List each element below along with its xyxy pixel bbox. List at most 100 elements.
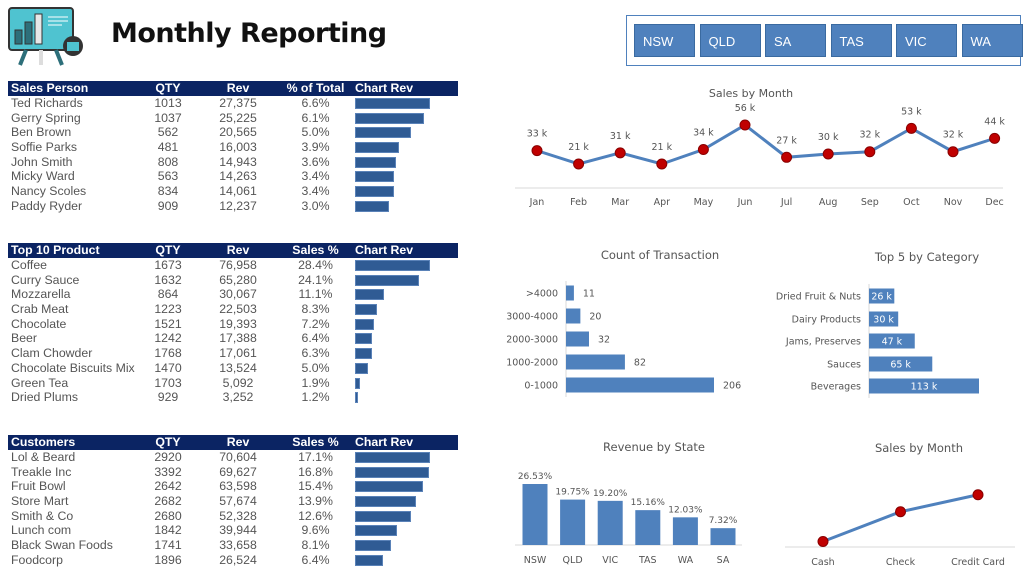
row-rev: 76,958: [219, 258, 257, 272]
table-row: Fruit Bowl 2642 63,598 15.4%: [8, 479, 458, 494]
data-label: 56 k: [735, 103, 756, 114]
data-label: 113 k: [911, 382, 938, 393]
slicer-button-tas[interactable]: TAS: [830, 24, 892, 57]
data-label: 47 k: [882, 337, 903, 348]
row-qty: 834: [157, 184, 179, 199]
x-tick-label: Jun: [737, 197, 753, 208]
table-row: Ted Richards 1013 27,375 6.6%: [8, 96, 458, 111]
column-header: Rev: [226, 243, 250, 257]
row-qty: 3392: [154, 464, 182, 479]
y-tick-label: >4000: [526, 289, 558, 300]
column-header: Rev: [226, 81, 250, 95]
row-name: Green Tea: [11, 375, 69, 390]
data-point: [822, 148, 834, 160]
row-name: John Smith: [11, 154, 73, 169]
row-rev: 20,565: [219, 125, 257, 140]
column-header: Customers: [11, 435, 76, 449]
row-rev: 14,061: [219, 184, 257, 199]
series-line: [536, 123, 996, 166]
row-name: Curry Sauce: [11, 272, 80, 287]
page-title: Monthly Reporting: [111, 18, 387, 49]
x-tick-label: QLD: [563, 555, 583, 566]
table-row: Black Swan Foods 1741 33,658 8.1%: [8, 538, 458, 553]
y-tick-label: 0-1000: [524, 381, 558, 392]
row-pct: 3.9%: [301, 140, 330, 155]
data-label: 15.16%: [631, 498, 666, 508]
rev-databar: [355, 392, 359, 404]
row-name: Ted Richards: [11, 96, 83, 110]
y-tick-label: Jams, Preserves: [785, 337, 861, 348]
x-tick-label: TAS: [638, 555, 657, 566]
row-rev: 26,524: [219, 552, 257, 567]
x-tick-label: Apr: [654, 197, 671, 208]
data-label: 34 k: [693, 128, 714, 139]
x-tick-label: SA: [717, 555, 730, 566]
row-rev: 19,393: [219, 316, 257, 331]
table-row: Coffee 1673 76,958 28.4%: [8, 258, 458, 273]
row-pct: 1.9%: [301, 375, 330, 390]
row-rev: 17,061: [219, 346, 257, 361]
x-tick-label: Oct: [903, 197, 920, 208]
row-qty: 1896: [154, 552, 182, 567]
row-pct: 5.0%: [301, 360, 330, 375]
rev-databar: [355, 289, 385, 301]
column-header: QTY: [155, 435, 181, 449]
row-pct: 5.0%: [301, 125, 330, 140]
row-name: Ben Brown: [11, 125, 72, 140]
x-tick-label: Dec: [985, 197, 1003, 208]
table-row: Treakle Inc 3392 69,627 16.8%: [8, 465, 458, 480]
table-row: Chocolate 1521 19,393 7.2%: [8, 317, 458, 332]
column-header: Top 10 Product: [11, 243, 100, 257]
row-pct: 8.3%: [301, 302, 330, 317]
rev-databar: [355, 525, 398, 537]
slicer-button-qld[interactable]: QLD: [699, 24, 761, 57]
x-tick-label: Credit Card: [951, 557, 1005, 568]
rev-databar: [355, 186, 394, 198]
data-label: 11: [583, 289, 595, 300]
data-label: 82: [634, 358, 646, 369]
bar: [869, 378, 979, 394]
table-row: Mozzarella 864 30,067 11.1%: [8, 287, 458, 302]
x-tick-label: Feb: [570, 197, 587, 208]
y-tick-label: Dairy Products: [792, 315, 861, 326]
row-name: Black Swan Foods: [11, 538, 113, 553]
row-pct: 6.6%: [301, 96, 330, 110]
slicer-button-wa[interactable]: WA: [961, 24, 1023, 57]
row-pct: 1.2%: [301, 390, 330, 405]
row-qty: 1037: [154, 110, 182, 125]
sales-person-table: Sales Person QTY Rev% of Total Chart Rev Ted…: [8, 81, 458, 214]
rev-databar: [355, 112, 425, 124]
table-row: Smith & Co 2680 52,328 12.6%: [8, 509, 458, 524]
bar: [566, 354, 625, 370]
slicer-button-vic[interactable]: VIC: [896, 24, 957, 57]
rev-databar: [355, 348, 372, 360]
table-row: Store Mart 2682 57,674 13.9%: [8, 494, 458, 509]
column-header: Sales Person: [11, 81, 89, 95]
row-name: Mozzarella: [11, 287, 71, 302]
row-qty: 1632: [154, 272, 182, 287]
row-pct: 6.3%: [301, 346, 330, 361]
bar: [710, 528, 736, 545]
slicer-button-nsw[interactable]: NSW: [634, 24, 695, 57]
column-header: % of Total: [286, 81, 345, 95]
data-label: 32 k: [943, 130, 964, 141]
data-label: 12.03%: [668, 505, 703, 515]
bar: [672, 517, 698, 545]
rev-databar: [355, 318, 374, 330]
row-rev: 33,658: [219, 538, 257, 553]
rev-databar: [355, 274, 419, 286]
data-label: 21 k: [568, 142, 589, 153]
x-tick-label: Nov: [944, 197, 963, 208]
data-label: 19.75%: [555, 488, 590, 498]
x-tick-label: VIC: [602, 555, 618, 566]
row-qty: 1521: [154, 316, 182, 331]
row-pct: 15.4%: [298, 479, 333, 494]
rev-databar: [355, 362, 369, 374]
data-label: 65 k: [890, 360, 911, 371]
y-tick-label: Sauces: [827, 360, 861, 371]
slicer-button-sa[interactable]: SA: [765, 24, 826, 57]
x-tick-label: May: [694, 197, 714, 208]
bar: [869, 311, 899, 327]
row-name: Chocolate Biscuits Mix: [11, 360, 135, 375]
top-products-table: Top 10 Product QTY Rev Sales % Chart Rev Coff…: [8, 243, 458, 405]
